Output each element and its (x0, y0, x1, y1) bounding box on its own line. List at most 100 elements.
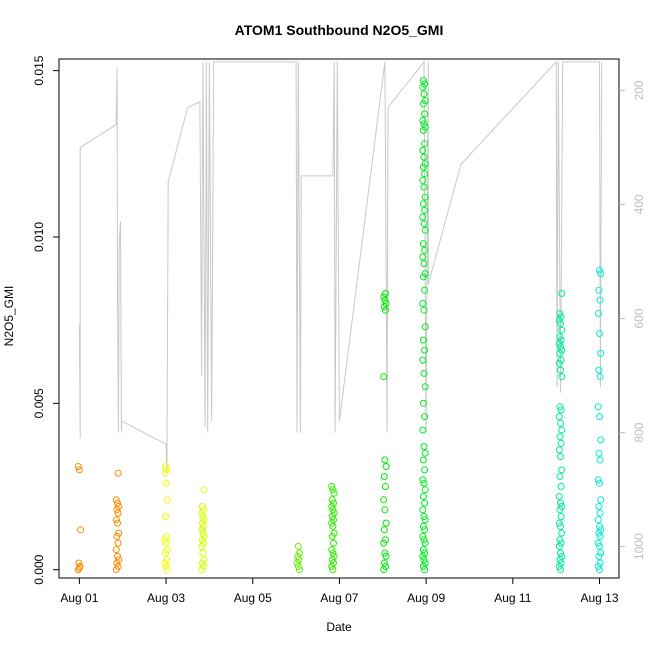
data-point (594, 476, 602, 484)
data-point (421, 516, 429, 524)
data-point (558, 529, 566, 537)
data-point (328, 483, 336, 490)
data-point (198, 542, 206, 550)
data-point (198, 566, 206, 574)
data-point (557, 419, 564, 427)
data-point (114, 509, 122, 517)
data-point (596, 456, 604, 464)
data-point (200, 539, 207, 547)
data-point (114, 562, 122, 570)
data-point (200, 532, 208, 540)
data-point (419, 240, 427, 248)
pressure-trace-layer (78, 60, 603, 473)
right-tick-label: 400 (632, 194, 646, 214)
data-point (596, 296, 604, 304)
data-point (419, 200, 427, 208)
data-point (115, 529, 123, 537)
data-point (198, 526, 206, 534)
data-point (163, 566, 171, 574)
data-point (419, 532, 427, 540)
data-point (294, 562, 302, 570)
data-point (421, 140, 429, 148)
data-point (200, 516, 208, 524)
right-tick-label: 1000 (632, 533, 646, 560)
data-point (555, 340, 563, 347)
data-point (421, 123, 429, 131)
data-point (163, 496, 171, 504)
data-point (329, 549, 337, 557)
data-point (596, 413, 603, 421)
data-point (329, 486, 337, 494)
x-tick-label: Aug 03 (147, 591, 185, 605)
data-point (421, 246, 429, 254)
data-point (199, 513, 207, 520)
data-point (557, 439, 565, 447)
data-point (421, 413, 429, 421)
data-point (294, 552, 302, 560)
data-point (200, 556, 208, 564)
data-point (555, 359, 563, 367)
data-point (419, 147, 427, 154)
data-point (161, 559, 169, 567)
data-point (162, 539, 170, 547)
data-point (419, 562, 427, 570)
data-point (421, 449, 429, 457)
data-point (556, 506, 564, 514)
data-point (594, 516, 602, 524)
data-point (556, 349, 564, 357)
data-point (595, 529, 603, 537)
data-point (328, 496, 336, 504)
data-point (199, 529, 207, 537)
data-point (597, 270, 605, 278)
y-tick-label: 0.000 (32, 554, 46, 584)
data-point (419, 399, 427, 407)
data-point (163, 546, 171, 554)
x-tick-label: Aug 01 (60, 591, 98, 605)
data-point (556, 433, 564, 441)
data-point (114, 519, 121, 527)
y-tick-label: 0.010 (32, 222, 46, 252)
data-point (330, 552, 338, 560)
y-axis: 0.000 0.005 0.010 0.015 (32, 55, 59, 585)
data-point (421, 206, 429, 214)
data-point (556, 403, 564, 411)
y-tick-label: 0.005 (32, 388, 46, 418)
data-point (74, 566, 82, 574)
data-point (421, 97, 429, 105)
data-point (421, 170, 429, 178)
data-point (382, 300, 390, 307)
data-point (381, 296, 389, 304)
data-point (557, 406, 565, 414)
data-point (420, 443, 428, 451)
data-points-layer (74, 77, 605, 574)
data-point (557, 513, 565, 520)
data-point (596, 330, 603, 337)
data-point (594, 310, 602, 317)
data-point (75, 466, 83, 474)
data-point (162, 463, 169, 470)
data-point (328, 503, 336, 510)
data-point (597, 349, 605, 357)
data-point (114, 552, 121, 560)
data-point (419, 522, 427, 530)
data-point (293, 559, 301, 567)
data-point (421, 499, 429, 507)
data-point (381, 506, 389, 514)
data-point (421, 526, 429, 534)
data-point (75, 564, 83, 572)
data-point (200, 562, 207, 570)
data-point (419, 253, 427, 261)
data-point (380, 559, 388, 567)
data-point (421, 383, 429, 391)
pressure-trace-line (78, 60, 603, 473)
data-point (114, 539, 122, 547)
data-point (77, 526, 85, 534)
data-point (419, 426, 427, 434)
data-point (557, 559, 565, 567)
chart-title: ATOM1 Southbound N2O5_GMI (235, 22, 444, 38)
data-point (595, 503, 603, 510)
data-point (200, 522, 207, 530)
data-point (112, 546, 120, 554)
data-point (421, 193, 429, 201)
x-axis-label: Date (326, 620, 352, 634)
